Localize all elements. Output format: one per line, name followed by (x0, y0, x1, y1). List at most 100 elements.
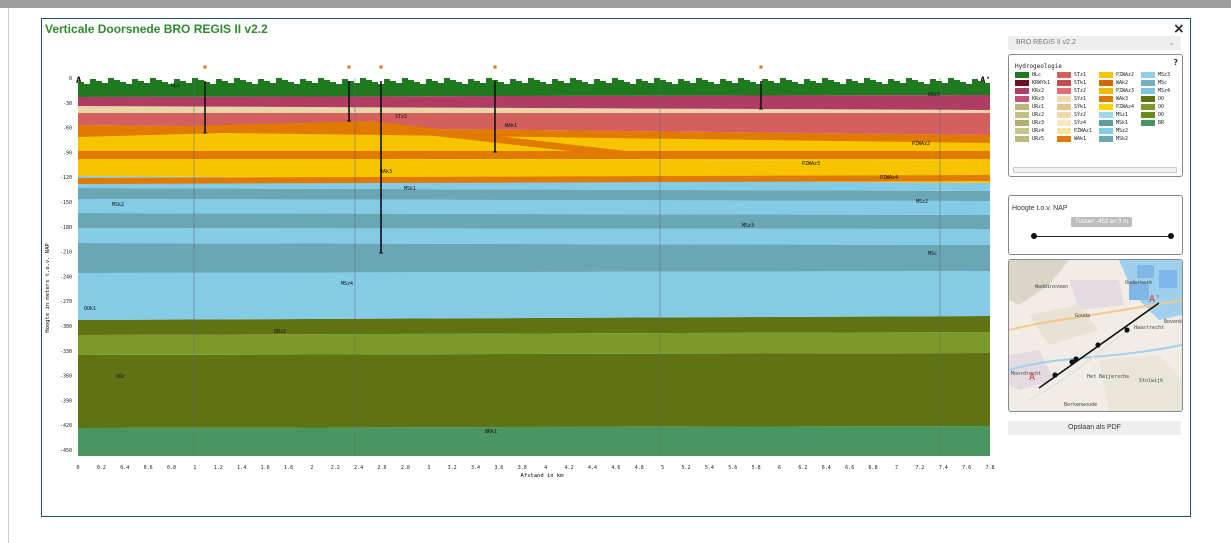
borehole-marker-icon[interactable] (347, 65, 351, 69)
x-tick-label: 2.2 (331, 465, 340, 471)
legend-swatch (1099, 80, 1113, 86)
surface-relief (708, 82, 714, 86)
save-pdf-button[interactable]: Opslaan als PDF (1008, 421, 1181, 435)
x-tick-label: 3.6 (494, 465, 503, 471)
legend-swatch (1015, 80, 1029, 86)
map-place-label: Moordrecht (1011, 371, 1041, 377)
layer-label: OOz2 (274, 329, 286, 335)
slider-min-handle[interactable] (1031, 233, 1037, 239)
legend-swatch (1015, 96, 1029, 102)
y-tick-label: -270 (60, 299, 72, 305)
legend-label: MSz2 (1116, 128, 1129, 134)
x-tick-label: 7.2 (915, 465, 924, 471)
layer-msz-deep (78, 271, 990, 320)
layer-label: MSz3 (742, 223, 754, 229)
surface-relief (510, 79, 516, 86)
layer-br (78, 426, 990, 456)
surface-relief (738, 78, 744, 86)
x-tick-label: 4.4 (588, 465, 597, 471)
surface-relief (858, 83, 864, 86)
surface-relief (642, 81, 648, 86)
legend-scrollbar[interactable] (1013, 167, 1177, 173)
surface-relief (756, 84, 762, 86)
legend-swatch (1057, 112, 1071, 118)
legend-swatch (1015, 72, 1029, 78)
legend-label: OO (1158, 96, 1165, 102)
window-left-edge (0, 8, 9, 543)
surface-relief (612, 78, 618, 86)
surface-relief (78, 82, 84, 86)
layer-label: WAk3 (380, 169, 392, 175)
surface-relief (324, 80, 330, 86)
surface-relief (354, 83, 360, 86)
help-icon[interactable]: ? (1173, 58, 1178, 67)
surface-relief (966, 84, 972, 86)
layer-kr (78, 95, 990, 110)
borehole-marker-icon[interactable] (759, 65, 763, 69)
legend-swatch (1141, 104, 1155, 110)
surface-relief (168, 84, 174, 86)
legend-label: SYz4 (1074, 120, 1087, 126)
map-labels: Gouda Ouderkerk Moordrecht Haastrecht Het Be… (1011, 280, 1182, 408)
x-tick-label: 0.8 (167, 465, 176, 471)
borehole-marker-icon[interactable] (379, 65, 383, 69)
surface-relief (918, 82, 924, 86)
surface-relief (180, 81, 186, 86)
layer-ook (78, 316, 990, 335)
surface-relief (240, 80, 246, 86)
surface-relief (534, 80, 540, 86)
surface-relief (486, 78, 492, 86)
slider-max-handle[interactable] (1168, 233, 1174, 239)
legend-swatch (1099, 88, 1113, 94)
legend-label: PZWAz3 (1116, 88, 1135, 94)
borehole-marker-icon[interactable] (493, 65, 497, 69)
surface-relief (480, 83, 486, 86)
legend-label: KRz2 (1032, 88, 1045, 94)
y-tick-label: -180 (60, 225, 72, 231)
overview-map[interactable]: Gouda Ouderkerk Moordrecht Haastrecht Het Be… (1009, 260, 1182, 411)
surface-relief (594, 79, 600, 86)
legend-label: URz3 (1032, 120, 1045, 126)
map-panel[interactable]: Gouda Ouderkerk Moordrecht Haastrecht Het Be… (1008, 259, 1183, 412)
surface-relief (426, 79, 432, 86)
legend-label: MSz3 (1158, 72, 1171, 78)
legend-label: HLc (1032, 72, 1042, 78)
surface-relief (474, 81, 480, 86)
legend-label: PZWAz4 (1116, 104, 1135, 110)
surface-relief (306, 81, 312, 86)
surface-relief (804, 79, 810, 86)
borehole-marker-icon[interactable] (203, 65, 207, 69)
layer-ooz (78, 332, 990, 355)
surface-relief (318, 78, 324, 86)
layer-label: STz2 (395, 114, 407, 120)
x-tick-label: 5.8 (752, 465, 761, 471)
surface-relief (144, 83, 150, 86)
model-select[interactable]: BRO REGIS II v2.2 ⌄ (1008, 36, 1181, 50)
layer-label: OOc (116, 374, 125, 380)
surface-relief (162, 82, 168, 86)
surface-relief (222, 81, 228, 86)
legend-swatch (1015, 120, 1029, 126)
surface-relief (468, 79, 474, 86)
profile-start-label: A (76, 76, 82, 86)
height-slider-track[interactable] (1033, 236, 1170, 237)
layer-msk2 (78, 213, 990, 229)
y-tick-label: -240 (60, 274, 72, 280)
surface-relief (978, 81, 984, 86)
close-icon[interactable]: × (1173, 21, 1185, 37)
layer-label: MSk2 (112, 202, 124, 208)
layer-hl (78, 85, 990, 97)
x-tick-label: 3.2 (448, 465, 457, 471)
y-tick-label: -210 (60, 250, 72, 256)
surface-relief (822, 78, 828, 86)
surface-relief (720, 79, 726, 86)
x-tick-label: 6.6 (845, 465, 854, 471)
legend-label: URz2 (1032, 112, 1045, 118)
legend-swatch (1015, 136, 1029, 142)
x-axis-title: Afstand in km (520, 473, 564, 479)
surface-relief (198, 80, 204, 86)
legend-label: SYk1 (1074, 104, 1087, 110)
legend-label: SYz2 (1074, 112, 1087, 118)
model-select-value: BRO REGIS II v2.2 (1016, 39, 1076, 46)
surface-relief (288, 82, 294, 86)
